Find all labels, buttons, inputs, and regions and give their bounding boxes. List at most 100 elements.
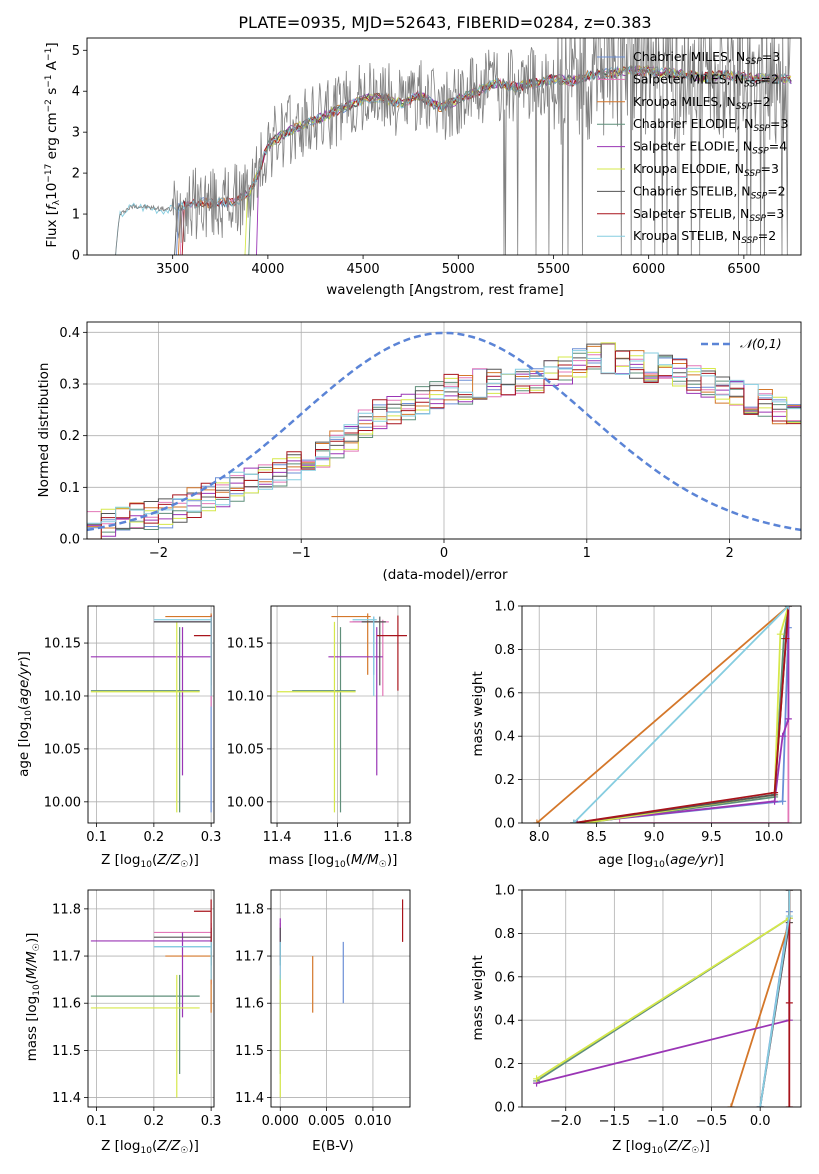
y-tick-label: 11.8 — [52, 902, 81, 917]
axes-frame — [87, 605, 215, 824]
weight-marker — [785, 912, 793, 920]
weight-marker — [784, 606, 792, 610]
weight-line — [584, 606, 790, 823]
residual-histogram — [87, 342, 801, 537]
weight-marker — [785, 1103, 793, 1107]
weight-marker — [785, 890, 793, 894]
error-bars — [277, 613, 407, 813]
legend-subscript: SSP — [752, 147, 769, 157]
weight-line — [536, 606, 789, 823]
x-tick-label: 4500 — [347, 262, 380, 277]
age-vs-metallicity-panel: 0.1 0.2 0.3 10.00 10.05 10.10 10.15 — [44, 605, 222, 845]
y-tick-label: 1 — [72, 208, 80, 223]
figure-title: PLATE=0935, MJD=52643, FIBERID=0284, z=0… — [238, 13, 651, 32]
x-tick-label: 0.3 — [201, 830, 222, 845]
residual-xlabel: (data-model)/error — [382, 567, 508, 583]
weight-marker — [779, 797, 787, 805]
y-tick-label: 0.4 — [494, 730, 515, 745]
weight-marker — [727, 1103, 735, 1107]
x-tick-label: 9.5 — [701, 830, 722, 845]
legend-value: =2 — [767, 183, 785, 198]
y-tick-label: 10.05 — [227, 742, 264, 757]
x-tick-label: 0.1 — [86, 1114, 107, 1129]
y-tick-label: 10.10 — [44, 689, 81, 704]
weight-marker — [771, 789, 779, 797]
x-tick-label: −0.5 — [696, 1114, 728, 1129]
y-tick-label: 0.8 — [494, 643, 515, 658]
x-tick-label: 0.2 — [144, 830, 165, 845]
x-tick-label: 8.0 — [529, 830, 550, 845]
weight-vs-metallicity-panel: −2.0 −1.5 −1.0 −0.5 0.0 0.0 0.2 0.4 0.6 0.8 1.0 — [494, 884, 802, 1129]
y-tick-label: 1.0 — [494, 884, 515, 899]
weight-line — [584, 606, 790, 823]
x-tick-label: 9.0 — [644, 830, 665, 845]
spectrum-plot-area: 3500 4000 4500 5000 5500 6000 6500 0 1 2 3 4 5 — [72, 37, 802, 277]
x-tick-label: 5500 — [537, 262, 570, 277]
y-tick-label: 11.4 — [52, 1091, 81, 1106]
weight-marker — [776, 630, 784, 638]
x-tick-label: 0.1 — [86, 830, 107, 845]
y-tick-label: 0.6 — [494, 970, 515, 985]
weight-marker — [785, 999, 793, 1007]
residual-legend: 𝒩(0,1) — [701, 336, 782, 351]
x-tick-label: 0.010 — [354, 1114, 391, 1129]
weight-line — [573, 606, 790, 823]
legend-subscript: SSP — [745, 57, 762, 67]
error-bars — [90, 899, 212, 1098]
x-tick-label: 0.000 — [262, 1114, 299, 1129]
y-tick-label: 0.0 — [494, 1101, 515, 1116]
weight-z-xlabel: Z [log10(Z/Z☉)] — [612, 1138, 710, 1156]
mass-vs-ebv-panel: 0.000 0.005 0.010 11.4 11.5 11.6 11.7 11.8 — [235, 889, 411, 1129]
y-tick-label: 0.0 — [59, 533, 80, 548]
y-tick-label: 10.00 — [44, 795, 81, 810]
y-tick-label: 0.4 — [59, 326, 80, 341]
axes-frame — [86, 321, 802, 540]
axes-frame — [521, 605, 802, 824]
legend-label: Kroupa ELODIE, NSSP=3 — [633, 161, 779, 179]
legend-value: =2 — [758, 228, 776, 243]
y-tick-label: 11.6 — [235, 997, 264, 1012]
spectrum-panel: 3500 4000 4500 5000 5500 6000 6500 0 1 2 3 4 5 wavel… — [44, 37, 802, 298]
spectrum-ylabel: Flux [fλ10−17 erg cm−2 s−1 A−1] — [44, 42, 62, 247]
legend-label: Chabrier MILES, NSSP=3 — [633, 49, 780, 67]
gaussian-legend-label: 𝒩(0,1) — [740, 336, 782, 351]
legend-label: Salpeter MILES, NSSP=2 — [633, 71, 779, 89]
legend-value: =3 — [766, 206, 784, 221]
age-z-xlabel: Z [log10(Z/Z☉)] — [101, 852, 199, 870]
y-tick-label: 0.1 — [59, 481, 80, 496]
residual-ylabel: Normed distribution — [36, 363, 52, 498]
x-tick-label: 11.4 — [263, 830, 292, 845]
error-bars — [90, 613, 212, 813]
y-tick-label: 2 — [72, 167, 80, 182]
legend-label: Salpeter ELODIE, NSSP=4 — [633, 139, 787, 157]
x-tick-label: −2 — [149, 546, 168, 561]
x-tick-label: −1.5 — [599, 1114, 631, 1129]
x-tick-label: 6000 — [632, 262, 665, 277]
weight-lines — [533, 890, 793, 1107]
legend-value: =3 — [761, 161, 779, 176]
weight-marker — [782, 635, 790, 643]
spectrum-curves — [115, 38, 792, 255]
age-z-ylabel: age [log10(age/yr)] — [16, 651, 34, 777]
x-tick-label: 11.6 — [323, 830, 352, 845]
age-vs-mass-panel: 11.4 11.6 11.8 10.00 10.05 10.10 10.15 — [227, 605, 412, 845]
x-tick-label: 0.2 — [144, 1114, 165, 1129]
weight-lines — [533, 606, 792, 823]
y-tick-label: 11.4 — [235, 1091, 264, 1106]
weight-marker — [756, 1103, 764, 1107]
axes-frame — [270, 605, 411, 824]
weight-vs-age-panel: 8.0 8.5 9.0 9.5 10.0 0.0 0.2 0.4 0.6 0.8 1.0 — [494, 600, 802, 845]
x-tick-label: 8.5 — [586, 830, 607, 845]
x-tick-label: 11.8 — [383, 830, 412, 845]
legend-subscript: SSP — [749, 214, 766, 224]
y-tick-label: 3 — [72, 126, 80, 141]
x-tick-label: 0.005 — [308, 1114, 345, 1129]
mass-z-ylabel: mass [log10(M/M☉)] — [24, 933, 42, 1062]
x-tick-label: 1 — [583, 546, 591, 561]
legend-label: Kroupa STELIB, NSSP=2 — [633, 228, 776, 246]
y-tick-label: 0.8 — [494, 927, 515, 942]
y-tick-label: 0.4 — [494, 1014, 515, 1029]
legend-subscript: SSP — [751, 191, 768, 201]
axes-frame — [87, 889, 215, 1108]
